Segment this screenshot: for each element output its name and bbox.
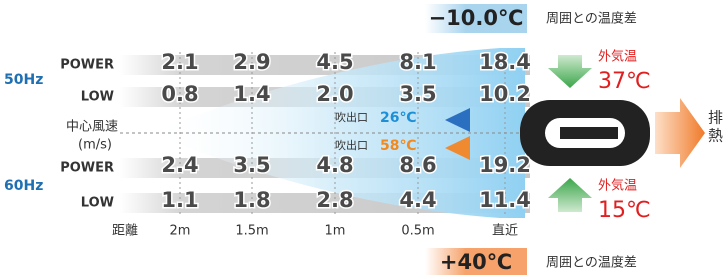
wind-speed: 19.2 <box>479 153 531 177</box>
ambient-label: 外気温 <box>598 49 637 65</box>
exhaust-label: 熱 <box>708 127 723 145</box>
distance-label: 距離 <box>112 224 138 239</box>
ambient-temp: 15℃ <box>598 198 651 223</box>
wind-speed: 2.0 <box>316 82 353 106</box>
wind-speed: 8.6 <box>399 153 436 177</box>
outlet-label: 吹出口 <box>335 138 368 152</box>
wind-speed: 4.8 <box>316 153 353 177</box>
ambient-label: 外気温 <box>598 178 637 194</box>
wind-speed: 8.1 <box>399 50 436 74</box>
outlet-temp: 58℃ <box>380 138 416 154</box>
outlet-label: 吹出口 <box>335 110 368 124</box>
ambient-temp: 37℃ <box>598 69 651 94</box>
row-label: LOW <box>81 196 114 211</box>
down-arrow <box>548 55 592 88</box>
wind-speed: 4.5 <box>316 50 353 74</box>
wind-speed: 1.1 <box>161 188 198 212</box>
wind-speed: 2.9 <box>233 50 270 74</box>
top-badge-label: 周囲との温度差 <box>546 11 637 27</box>
frequency: 50Hz <box>4 72 43 88</box>
distance-column: 1.5m <box>235 224 268 239</box>
row-label: POWER <box>60 58 114 73</box>
axis-title: 中心風速 <box>66 120 118 135</box>
axis-unit: (m/s) <box>78 138 112 153</box>
wind-speed: 2.4 <box>161 153 198 177</box>
distance-column: 1m <box>325 224 346 239</box>
wind-speed: 0.8 <box>161 82 198 106</box>
wind-speed: 10.2 <box>479 82 531 106</box>
bottom-badge-label: 周囲との温度差 <box>546 255 637 271</box>
outlet-slot <box>560 127 618 139</box>
infographic: −10.0℃ 周囲との温度差 +40℃ 周囲との温度差 中心風速 (m/s) 吹… <box>0 0 724 275</box>
distance-column: 直近 <box>492 224 518 239</box>
distance-column: 2m <box>170 224 191 239</box>
distance-column: 0.5m <box>401 224 434 239</box>
wind-speed: 3.5 <box>399 82 436 106</box>
bottom-badge-value: +40℃ <box>440 250 512 274</box>
exhaust-arrow <box>655 98 705 168</box>
frequency: 60Hz <box>4 178 43 194</box>
wind-speed: 4.4 <box>399 188 436 212</box>
wind-speed: 11.4 <box>479 188 531 212</box>
wind-speed: 2.8 <box>316 188 353 212</box>
row-label: POWER <box>60 161 114 176</box>
wind-speed: 1.4 <box>233 82 270 106</box>
wind-speed: 18.4 <box>479 50 531 74</box>
up-arrow <box>548 178 592 212</box>
row-label: LOW <box>81 90 114 105</box>
exhaust-label: 排 <box>708 109 723 127</box>
wind-speed: 2.1 <box>161 50 198 74</box>
top-badge-value: −10.0℃ <box>429 6 524 30</box>
wind-speed: 1.8 <box>233 188 270 212</box>
wind-speed: 3.5 <box>233 153 270 177</box>
outlet-temp: 26℃ <box>380 110 416 126</box>
